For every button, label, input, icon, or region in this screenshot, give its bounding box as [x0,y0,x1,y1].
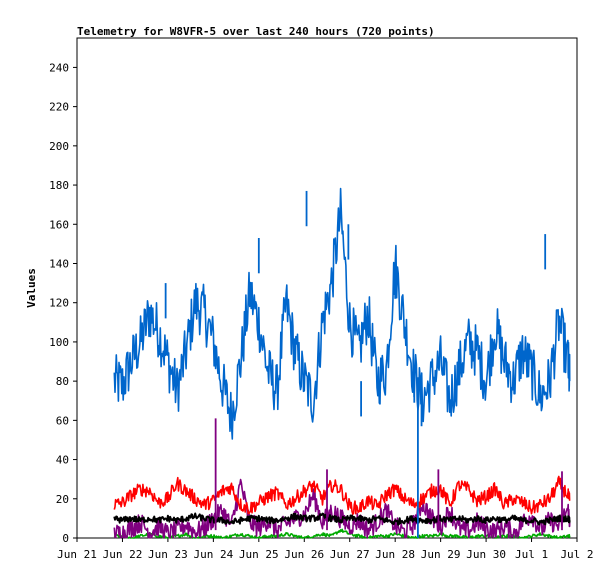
x-tick-label: Jul 1 [515,548,548,561]
series-line [113,478,571,539]
y-tick-label: 100 [49,336,69,349]
x-tick-label: Jun 28 [375,548,415,561]
y-tick-label: 60 [56,414,69,427]
y-tick-label: 200 [49,140,69,153]
x-tick-label: Jun 29 [421,548,461,561]
y-tick-label: 80 [56,375,69,388]
y-tick-label: 240 [49,61,69,74]
x-tick-label: Jun 24 [193,548,233,561]
x-tick-label: Jun 23 [148,548,188,561]
chart-title: Telemetry for W8VFR-5 over last 240 hour… [77,25,435,38]
y-tick-label: 0 [62,532,69,545]
series-line [113,512,571,526]
x-tick-label: Jun 27 [330,548,370,561]
y-tick-label: 40 [56,454,69,467]
y-tick-label: 180 [49,179,69,192]
y-axis-label: Values [25,268,38,308]
y-tick-label: 140 [49,257,69,270]
y-tick-label: 220 [49,101,69,114]
plot-frame [76,37,578,539]
x-tick-label: Jun 25 [239,548,279,561]
y-tick-label: 160 [49,218,69,231]
series-line [113,187,571,440]
x-tick-label: Jul 2 [560,548,593,561]
x-tick-label: Jun 22 [103,548,143,561]
x-tick-label: Jun 21 [57,548,97,561]
series-line [113,475,571,515]
x-tick-label: Jun 30 [466,548,506,561]
y-tick-label: 120 [49,297,69,310]
x-tick-label: Jun 26 [284,548,324,561]
series-layer [113,187,571,539]
y-tick-label: 20 [56,493,69,506]
x-axis: Jun 21 Jun 22 Jun 23 Jun 24 Jun 25 Jun 26 Jun … [57,538,594,561]
y-axis: 0 20 40 60 80 100 120 140 160 180 200 220 240 [49,61,77,545]
